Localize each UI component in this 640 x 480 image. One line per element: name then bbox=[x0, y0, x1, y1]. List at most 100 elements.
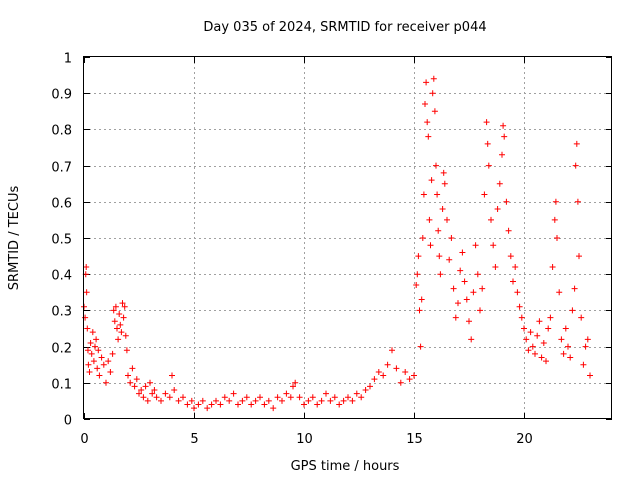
data-point bbox=[94, 365, 101, 372]
data-point bbox=[166, 394, 173, 401]
y-axis-label: SRMTID / TECUs bbox=[7, 186, 22, 291]
data-points bbox=[81, 75, 593, 412]
data-point bbox=[554, 235, 560, 241]
data-point bbox=[389, 347, 395, 354]
data-point bbox=[133, 376, 140, 383]
data-point bbox=[180, 394, 186, 401]
data-point bbox=[437, 271, 444, 278]
data-point bbox=[481, 191, 488, 198]
data-point bbox=[518, 314, 525, 321]
data-point bbox=[536, 318, 543, 325]
data-point bbox=[425, 133, 432, 140]
data-point bbox=[562, 325, 569, 332]
data-point bbox=[120, 314, 127, 321]
data-point bbox=[523, 336, 530, 343]
data-point bbox=[112, 303, 119, 310]
data-point bbox=[422, 101, 428, 108]
data-point bbox=[248, 401, 255, 408]
data-point bbox=[574, 198, 581, 205]
data-point bbox=[349, 397, 356, 404]
data-point bbox=[83, 263, 90, 270]
data-point bbox=[83, 289, 90, 296]
data-point bbox=[402, 368, 409, 375]
data-point bbox=[274, 394, 281, 401]
x-tick-label: 10 bbox=[296, 432, 313, 447]
data-point bbox=[545, 325, 552, 332]
data-point bbox=[428, 177, 435, 184]
data-point bbox=[485, 162, 492, 169]
data-point bbox=[162, 390, 169, 397]
data-point bbox=[340, 397, 347, 404]
data-point bbox=[420, 191, 427, 198]
data-point bbox=[380, 372, 387, 379]
data-point bbox=[411, 372, 417, 379]
data-point bbox=[93, 336, 100, 343]
data-point bbox=[103, 379, 109, 386]
x-tick-label: 15 bbox=[406, 432, 423, 447]
data-point bbox=[558, 336, 565, 343]
data-point bbox=[114, 325, 120, 332]
data-point bbox=[149, 390, 156, 397]
data-point bbox=[213, 397, 219, 404]
y-tick-label: 1 bbox=[64, 52, 72, 67]
data-point bbox=[538, 354, 545, 361]
data-point bbox=[510, 278, 516, 285]
data-point bbox=[118, 329, 125, 336]
data-point bbox=[576, 253, 582, 260]
data-point bbox=[521, 325, 527, 332]
data-point bbox=[111, 318, 118, 325]
data-point bbox=[119, 300, 126, 307]
x-tick-label: 20 bbox=[516, 432, 533, 447]
data-point bbox=[516, 303, 523, 310]
data-point bbox=[417, 343, 424, 350]
data-point bbox=[221, 394, 228, 401]
data-point bbox=[430, 75, 437, 82]
data-point bbox=[188, 397, 195, 404]
data-point bbox=[418, 296, 425, 303]
data-point bbox=[358, 394, 365, 401]
data-point bbox=[151, 387, 158, 394]
data-point bbox=[567, 354, 574, 361]
grid bbox=[84, 57, 612, 419]
data-point bbox=[414, 271, 421, 278]
data-point bbox=[123, 347, 130, 354]
data-point bbox=[115, 336, 122, 343]
data-point bbox=[468, 336, 475, 343]
data-point bbox=[199, 397, 206, 404]
data-point bbox=[86, 368, 93, 375]
data-point bbox=[514, 289, 521, 296]
y-tick-label: 0.3 bbox=[51, 305, 72, 320]
data-point bbox=[534, 332, 541, 339]
data-point bbox=[431, 108, 438, 115]
data-point bbox=[336, 401, 343, 408]
data-point bbox=[444, 216, 450, 223]
y-tick-label: 0.9 bbox=[51, 88, 72, 103]
data-point bbox=[477, 307, 483, 314]
x-tick-label: 5 bbox=[190, 432, 198, 447]
y-tick-label: 0.2 bbox=[51, 342, 72, 357]
data-point bbox=[455, 300, 461, 307]
axis-ticks bbox=[84, 57, 612, 420]
data-point bbox=[204, 405, 211, 412]
data-point bbox=[110, 307, 117, 314]
data-point bbox=[569, 307, 576, 314]
plot-frame bbox=[83, 56, 612, 419]
data-point bbox=[158, 397, 164, 404]
data-point bbox=[131, 383, 138, 390]
data-point bbox=[434, 191, 441, 198]
data-point bbox=[441, 180, 448, 187]
data-point bbox=[439, 206, 446, 213]
data-point bbox=[492, 263, 499, 270]
y-tick-label: 0.5 bbox=[51, 233, 72, 248]
data-point bbox=[580, 361, 587, 368]
data-point bbox=[461, 278, 468, 285]
data-point bbox=[283, 390, 290, 397]
data-point bbox=[384, 361, 391, 368]
data-point bbox=[560, 350, 567, 357]
data-point bbox=[429, 90, 436, 97]
data-point bbox=[105, 358, 112, 365]
data-point bbox=[551, 216, 558, 223]
data-point bbox=[450, 285, 457, 292]
data-point bbox=[239, 397, 246, 404]
data-point bbox=[116, 311, 123, 318]
